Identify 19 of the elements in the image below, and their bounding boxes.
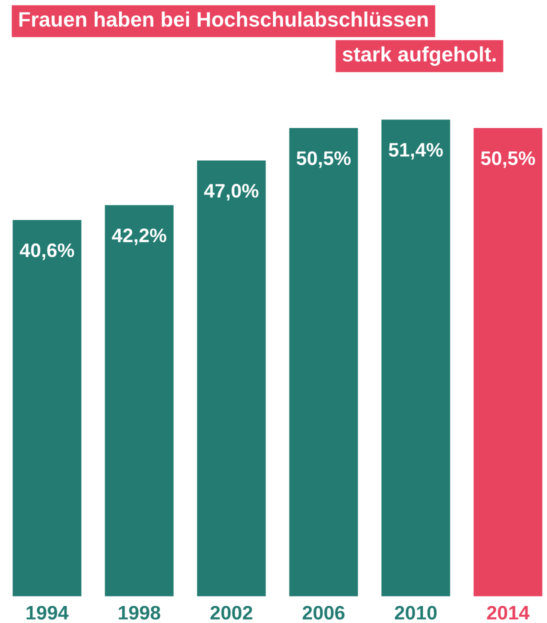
x-tick-label: 1998 [118,606,160,620]
x-tick-label: 2002 [210,606,252,620]
data-label: 51,4% [388,143,443,160]
data-label: 42,2% [112,228,166,246]
bar [288,126,360,597]
bar [472,126,543,597]
x-tick-label: 2006 [302,606,345,620]
data-label: 50,5% [481,151,536,168]
data-label: 40,6% [20,243,74,260]
x-tick-label: 2014 [487,606,530,620]
x-tick-label: 1994 [26,606,69,620]
data-label: 50,5% [296,151,351,168]
bar [380,118,452,597]
bar [12,218,83,597]
x-tick-label: 2010 [394,606,437,620]
chart-title: Frauen haben bei Hochschulabschlüssen stark aufgeholt. [19,11,496,66]
bar [196,159,268,597]
data-label: 47,0% [204,184,258,200]
bar [103,204,175,597]
